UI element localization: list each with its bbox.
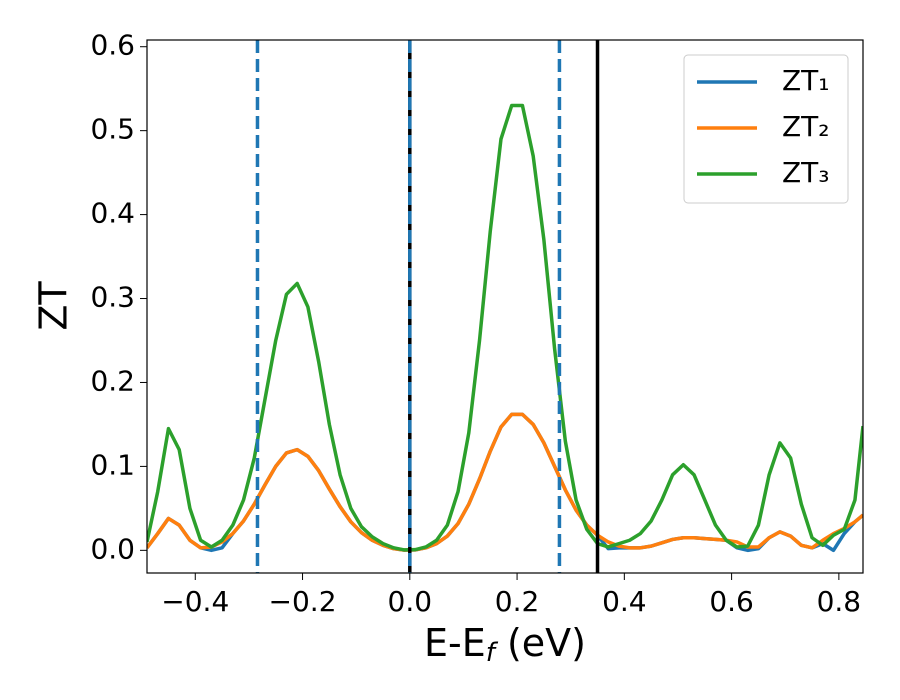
x-tick-label: 0.8 bbox=[817, 585, 862, 618]
legend-label: ZT₃ bbox=[782, 156, 830, 189]
y-tick-label: 0.5 bbox=[90, 113, 135, 146]
x-tick-label: −0.2 bbox=[269, 585, 337, 618]
line-series bbox=[147, 103, 863, 552]
y-tick-label: 0.0 bbox=[90, 532, 135, 565]
x-tick-label: 0.6 bbox=[709, 585, 754, 618]
legend-box bbox=[683, 54, 849, 204]
y-tick-label: 0.1 bbox=[90, 448, 135, 481]
y-tick-label: 0.4 bbox=[90, 197, 135, 230]
y-tick-label: 0.6 bbox=[90, 29, 135, 62]
x-tick-label: 0.4 bbox=[602, 585, 647, 618]
x-tick-label: 0.2 bbox=[495, 585, 540, 618]
x-axis-label: E-Ef (eV) bbox=[424, 621, 586, 668]
y-tick-label: 0.3 bbox=[90, 281, 135, 314]
legend-label: ZT₂ bbox=[782, 110, 830, 143]
x-tick-label: −0.4 bbox=[161, 585, 229, 618]
legend-label: ZT₁ bbox=[782, 64, 830, 97]
y-tick-label: 0.2 bbox=[90, 364, 135, 397]
y-axis-label: ZT bbox=[32, 281, 76, 331]
plot-frame bbox=[146, 39, 864, 574]
x-tick-label: 0.0 bbox=[388, 585, 433, 618]
